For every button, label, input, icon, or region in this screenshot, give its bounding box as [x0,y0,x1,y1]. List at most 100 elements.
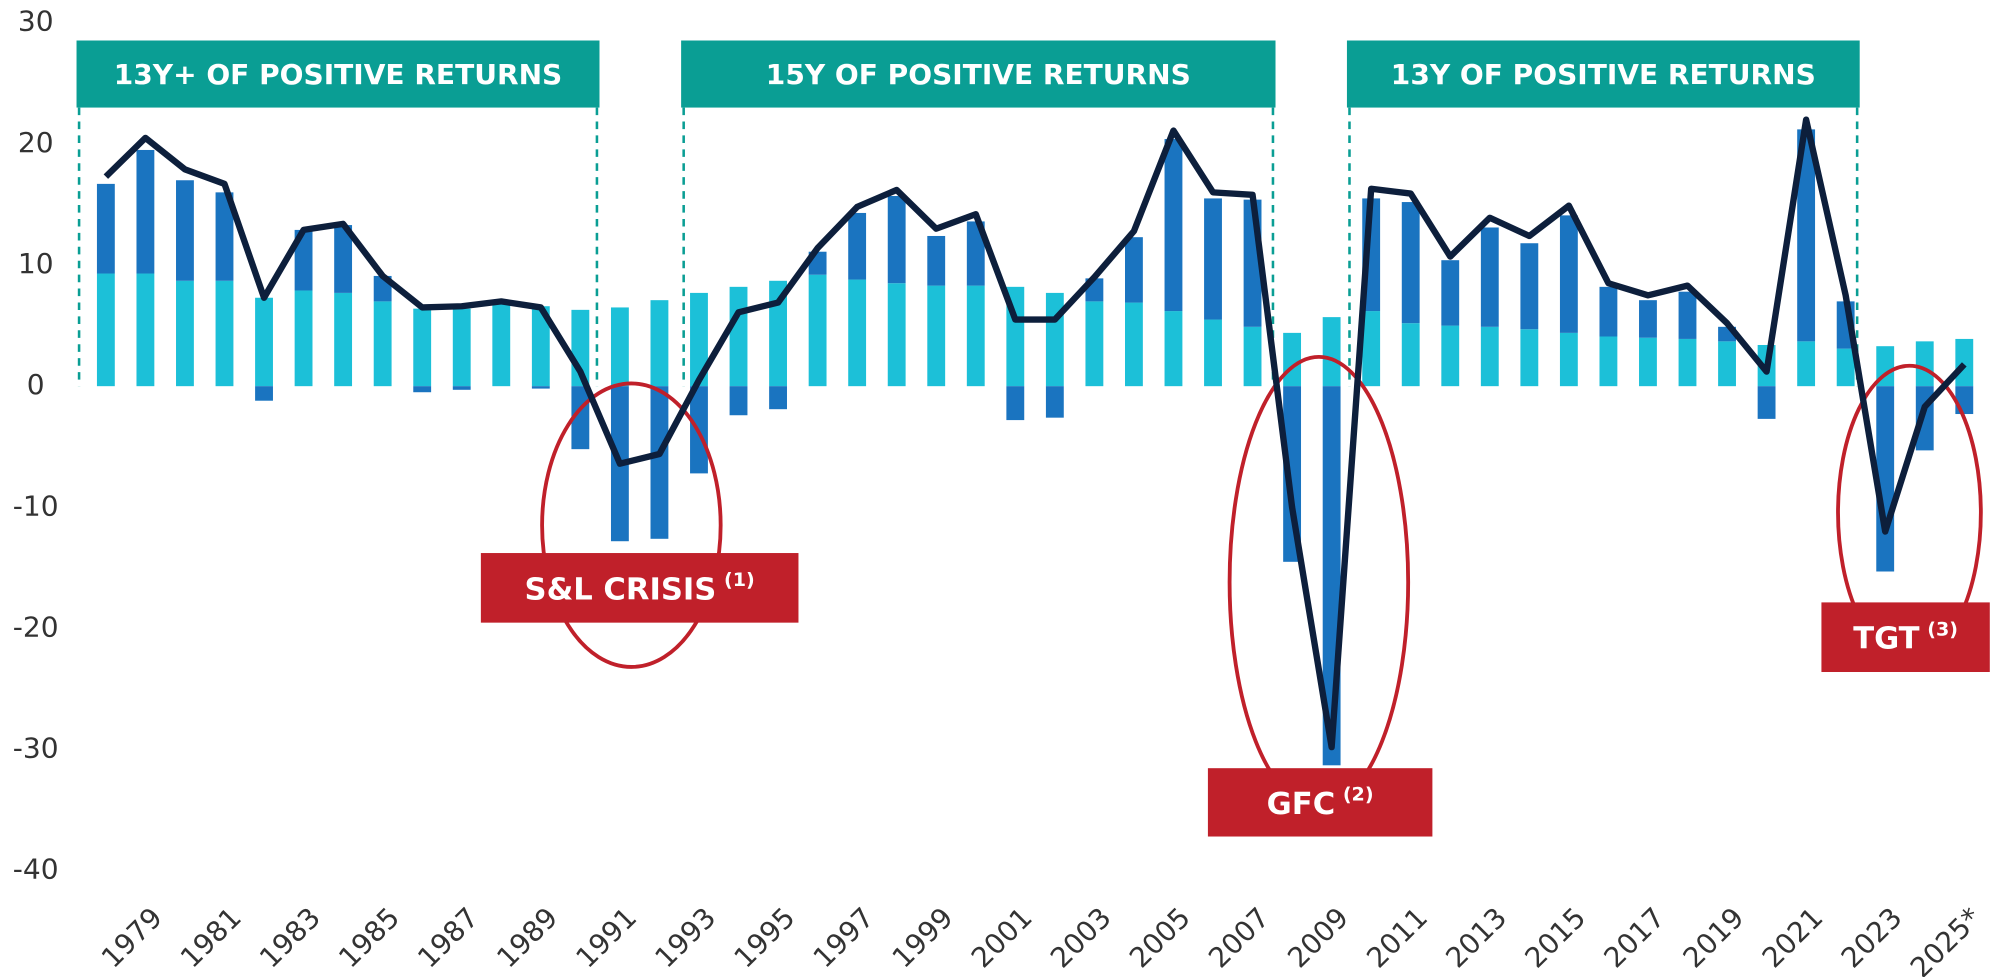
bar [1599,286,1618,337]
bar [176,280,194,387]
x-tick-label: 2017 [1597,901,1671,974]
bar [1797,341,1816,387]
callout-text: GFC [1267,786,1335,821]
callout-box [1821,602,1990,673]
x-tick-label: 1981 [174,901,248,974]
callout-note: (1) [724,569,755,591]
band-label: 13Y OF POSITIVE RETURNS [1391,58,1816,91]
bar [650,386,669,539]
x-tick-label: 2001 [965,901,1039,974]
callout-label: GFC (2) [1267,783,1374,821]
bar [1836,348,1855,387]
x-tick-label: 1993 [648,901,722,974]
bar [1283,332,1302,387]
y-tick-label: 0 [27,368,45,401]
bar [452,386,471,390]
callout-text: S&L CRISIS [525,572,717,607]
y-tick-label: 20 [18,126,54,159]
bar [1559,215,1578,333]
callout-box [1207,768,1433,837]
y-tick-label: -40 [13,853,59,886]
bar [294,229,313,291]
bar [1639,300,1657,338]
bar [650,300,669,387]
x-tick-label: 1983 [253,901,327,974]
bar [1955,338,1974,387]
bar [1204,319,1222,387]
x-tick-label: 1991 [569,901,643,974]
x-tick-label: 2013 [1439,901,1513,974]
bar [1559,332,1578,387]
bar [294,290,313,387]
bar [1718,341,1736,387]
bar [769,280,787,387]
bar [255,386,273,401]
bar [1480,227,1499,327]
bar [1678,338,1697,387]
callout-note: (2) [1343,783,1374,805]
bar [966,285,985,387]
bar [1915,341,1934,387]
callout-ring [1227,354,1411,810]
bar [1678,291,1697,339]
bar [966,221,985,286]
bar [1441,260,1460,326]
y-tick-label: -30 [13,732,59,765]
bar [1125,237,1143,303]
x-tick-label: 1997 [807,901,881,974]
bar [1955,386,1974,415]
bar [1480,326,1499,387]
band-box [1346,40,1860,108]
bar [96,273,115,387]
callout-label: S&L CRISIS (1) [525,569,755,607]
bar [215,280,234,387]
bar [729,286,748,387]
x-tick-label: 2003 [1044,901,1118,974]
bar [1797,129,1816,342]
band-label: 13Y+ OF POSITIVE RETURNS [114,58,563,91]
callout-box [480,553,799,623]
x-tick-label: 2011 [1360,901,1434,974]
bar [1599,336,1618,387]
bar [215,192,234,281]
bar [927,285,946,387]
band-box [681,40,1276,108]
x-tick-label: 2015 [1518,901,1592,974]
bar [1125,302,1143,387]
bar [334,225,353,293]
bar [1520,329,1539,387]
bar [334,292,353,387]
bar [1639,337,1657,387]
bar [136,149,155,274]
bar [1164,311,1183,387]
x-tick-label: 1979 [95,901,169,974]
bar [413,386,432,393]
x-tick-label: 1999 [886,901,960,974]
bar [255,297,273,387]
x-tick-label: 1985 [332,901,406,974]
bar [136,273,155,387]
bar [1085,301,1104,387]
bar [1362,311,1381,387]
callout-ring [540,381,723,669]
x-tick-label: 1989 [490,901,564,974]
bar [729,386,748,416]
bar [176,180,194,281]
y-tick-label: 30 [18,5,54,38]
bar [531,386,550,389]
bar [848,279,867,387]
bar [1401,202,1420,324]
x-tick-label: 2021 [1756,901,1830,974]
bar [1204,198,1222,320]
bar [1164,139,1183,312]
bar [1322,317,1341,387]
bar [1006,386,1025,421]
x-tick-label: 1995 [728,901,802,974]
bar [373,301,392,387]
callout-note: (3) [1927,618,1958,640]
band-box [76,40,600,108]
bar [1520,243,1539,330]
bar [1757,386,1776,419]
bar [452,308,471,387]
